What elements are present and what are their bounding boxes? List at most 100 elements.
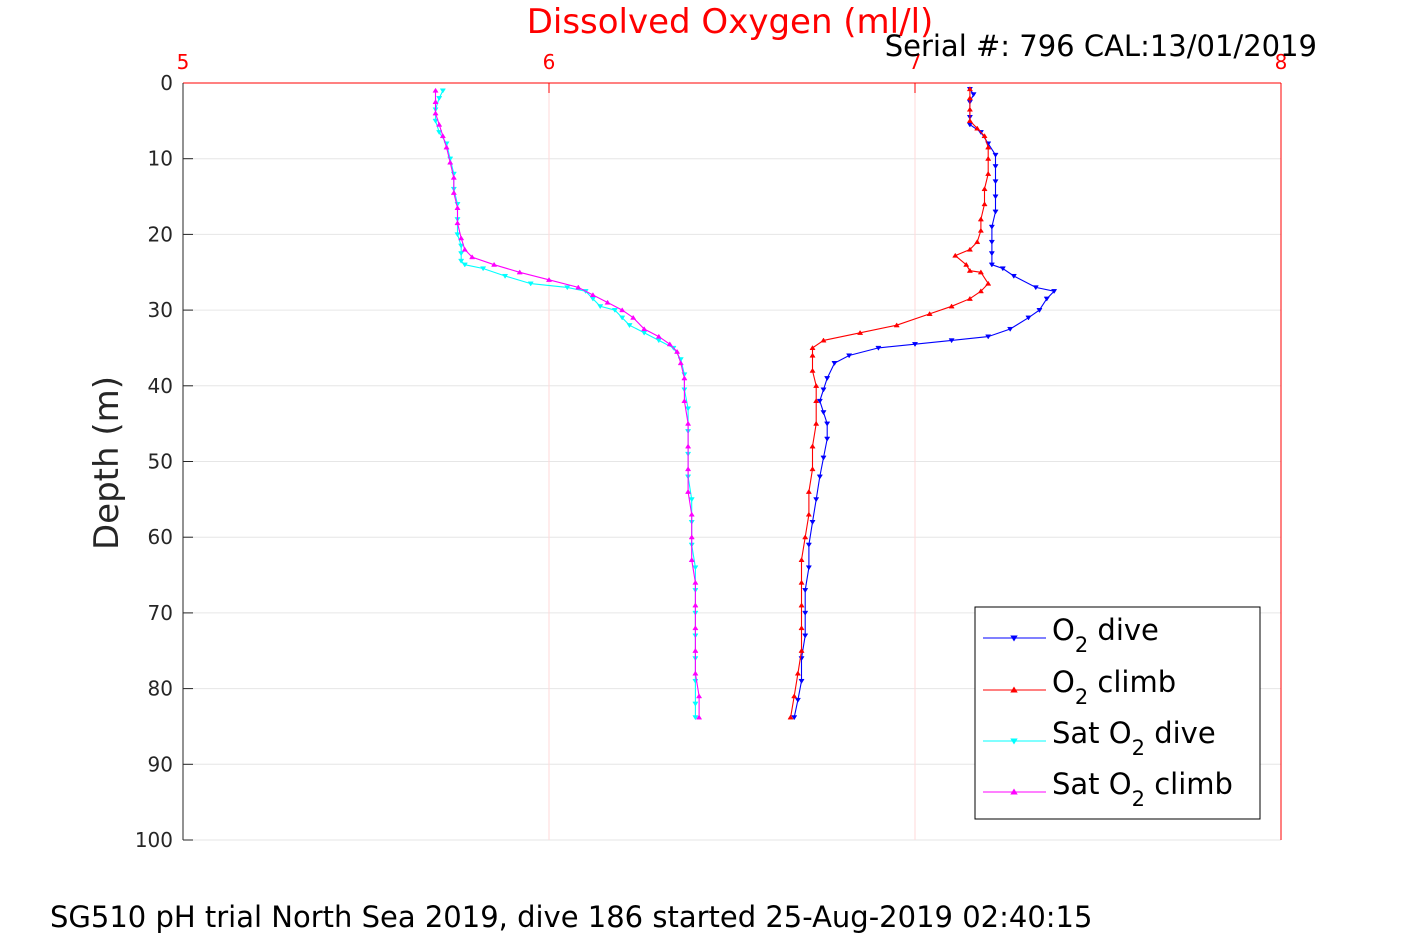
data-point: [692, 579, 699, 585]
data-point: [805, 542, 812, 548]
data-point: [458, 243, 465, 249]
data-point: [816, 398, 823, 404]
data-point: [926, 311, 933, 316]
data-point: [824, 376, 831, 382]
data-point: [791, 715, 798, 721]
data-point: [692, 715, 699, 721]
data-point: [981, 133, 988, 139]
data-point: [820, 455, 827, 461]
data-point: [952, 252, 959, 258]
data-point: [966, 106, 973, 112]
data-point: [809, 519, 816, 525]
data-point: [824, 421, 831, 427]
y-tick-label: 10: [148, 147, 173, 171]
y-tick-label: 90: [148, 752, 173, 776]
y-tick-label: 60: [148, 525, 173, 549]
data-point: [564, 285, 571, 291]
data-point: [626, 323, 633, 329]
data-point: [447, 159, 454, 165]
data-point: [432, 99, 439, 104]
data-point: [988, 251, 995, 257]
legend: O2 dive O2 climb Sat O2 dive Sat O2 climb: [974, 606, 1261, 820]
data-point: [469, 254, 476, 260]
data-point: [985, 144, 992, 150]
y-tick-label: 70: [148, 601, 173, 625]
data-point: [685, 406, 692, 412]
data-point: [977, 288, 984, 294]
data-point: [685, 488, 692, 494]
data-point: [516, 269, 523, 275]
y-tick-label: 50: [148, 450, 173, 474]
chart-title: Dissolved Oxygen (ml/l): [527, 2, 934, 42]
data-point: [443, 144, 450, 150]
data-point: [813, 420, 820, 426]
data-point: [692, 565, 699, 571]
data-point: [798, 602, 805, 608]
series-sat-o2-climb: [432, 87, 703, 720]
series-line-o2-climb: [790, 89, 989, 718]
data-point: [589, 292, 596, 298]
data-point: [988, 262, 995, 268]
data-point: [813, 497, 820, 503]
data-point: [1036, 308, 1043, 313]
legend-marker-o2-climb: [1010, 686, 1018, 693]
data-point: [454, 220, 461, 226]
legend-marker-o2-dive: [1010, 635, 1018, 642]
data-point: [893, 322, 900, 328]
data-point: [688, 497, 695, 503]
data-point: [461, 246, 468, 252]
data-point: [966, 118, 973, 123]
y-axis-label: Depth (m): [87, 376, 127, 550]
data-point: [992, 194, 999, 200]
data-point: [696, 693, 703, 699]
data-point: [988, 239, 995, 245]
data-point: [966, 246, 973, 252]
series-line-sat-o2-dive: [434, 90, 696, 718]
data-point: [432, 110, 439, 116]
data-point: [794, 670, 801, 676]
data-point: [831, 361, 838, 366]
data-point: [824, 436, 831, 442]
data-point: [787, 714, 794, 720]
legend-marker-sat-o2-dive: [1010, 738, 1018, 745]
data-point: [527, 281, 534, 287]
data-point: [809, 367, 816, 373]
data-point: [798, 579, 805, 585]
data-point: [974, 239, 981, 245]
data-point: [805, 565, 812, 571]
data-point: [604, 299, 611, 305]
data-point: [491, 261, 498, 267]
data-point: [545, 277, 553, 282]
data-point: [809, 345, 816, 351]
data-point: [677, 360, 684, 366]
data-point: [575, 284, 582, 290]
data-point: [1032, 285, 1039, 291]
data-point: [1051, 289, 1058, 294]
y-tick-label: 20: [148, 222, 173, 246]
data-point: [813, 382, 820, 388]
data-point: [619, 315, 626, 321]
data-point: [655, 338, 662, 344]
legend-label-o2-climb: O2 climb: [1052, 665, 1176, 709]
legend-label-o2-dive: O2 dive: [1052, 613, 1159, 657]
data-point: [977, 227, 984, 233]
data-point: [696, 714, 703, 720]
legend-label-sat-o2-climb: Sat O2 climb: [1052, 767, 1233, 811]
data-point: [798, 647, 805, 653]
data-point: [791, 693, 798, 699]
y-tick-label: 80: [148, 677, 173, 701]
data-point: [805, 511, 812, 517]
data-point: [992, 164, 999, 170]
data-point: [641, 326, 648, 332]
data-point: [454, 232, 461, 238]
data-point: [948, 338, 955, 344]
serial-cal-label: Serial #: 796 CAL:13/01/2019: [885, 29, 1317, 63]
data-point: [450, 174, 457, 180]
series-o2-climb: [787, 86, 992, 720]
x-tick-label: 5: [177, 50, 190, 74]
data-point: [619, 307, 626, 313]
data-point: [688, 511, 695, 517]
data-point: [992, 179, 999, 185]
data-point: [809, 443, 816, 449]
